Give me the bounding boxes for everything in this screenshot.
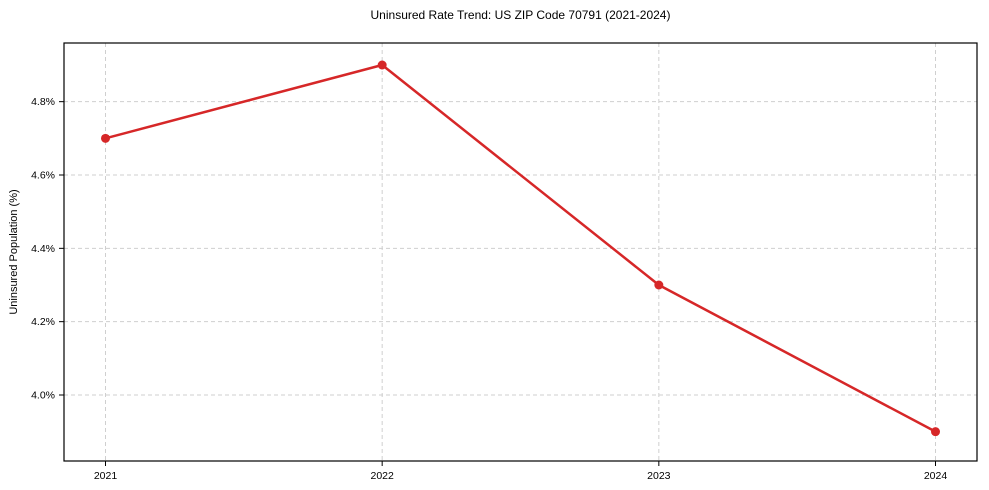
x-tick-label: 2024: [924, 470, 948, 482]
y-axis-label: Uninsured Population (%): [8, 189, 20, 315]
x-tick-label: 2023: [647, 470, 671, 482]
data-point-2021: [101, 133, 110, 143]
data-point-2024: [931, 427, 940, 437]
y-tick-label: 4.8%: [31, 96, 55, 108]
data-point-2023: [654, 280, 664, 290]
y-tick-label: 4.6%: [31, 170, 55, 182]
chart-title: Uninsured Rate Trend: US ZIP Code 70791 …: [370, 8, 671, 22]
data-point-2022: [377, 60, 387, 70]
plot-border: [63, 42, 978, 462]
x-tick-label: 2021: [94, 470, 118, 482]
y-tick-label: 4.0%: [31, 390, 55, 402]
y-tick-label: 4.2%: [31, 316, 55, 328]
x-tick-label: 2022: [370, 470, 394, 482]
trend-line: [104, 63, 937, 433]
y-tick-label: 4.4%: [31, 243, 55, 255]
